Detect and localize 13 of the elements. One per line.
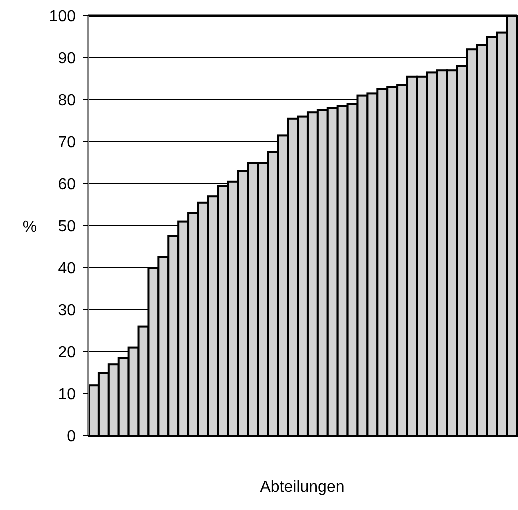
x-axis-title: Abteilungen [260, 479, 345, 496]
y-tick-label: 40 [58, 260, 76, 278]
y-tick-label: 80 [58, 92, 76, 110]
y-axis-title: % [22, 219, 38, 236]
y-tick-label: 90 [58, 50, 76, 68]
y-tick-label: 70 [58, 134, 76, 152]
y-tick-label: 50 [58, 218, 76, 236]
y-tick-label: 0 [67, 428, 76, 446]
y-tick-label: 60 [58, 176, 76, 194]
y-tick-label: 10 [58, 386, 76, 404]
y-tick-label: 30 [58, 302, 76, 320]
y-tick-label: 20 [58, 344, 76, 362]
y-tick-label: 100 [49, 8, 76, 26]
